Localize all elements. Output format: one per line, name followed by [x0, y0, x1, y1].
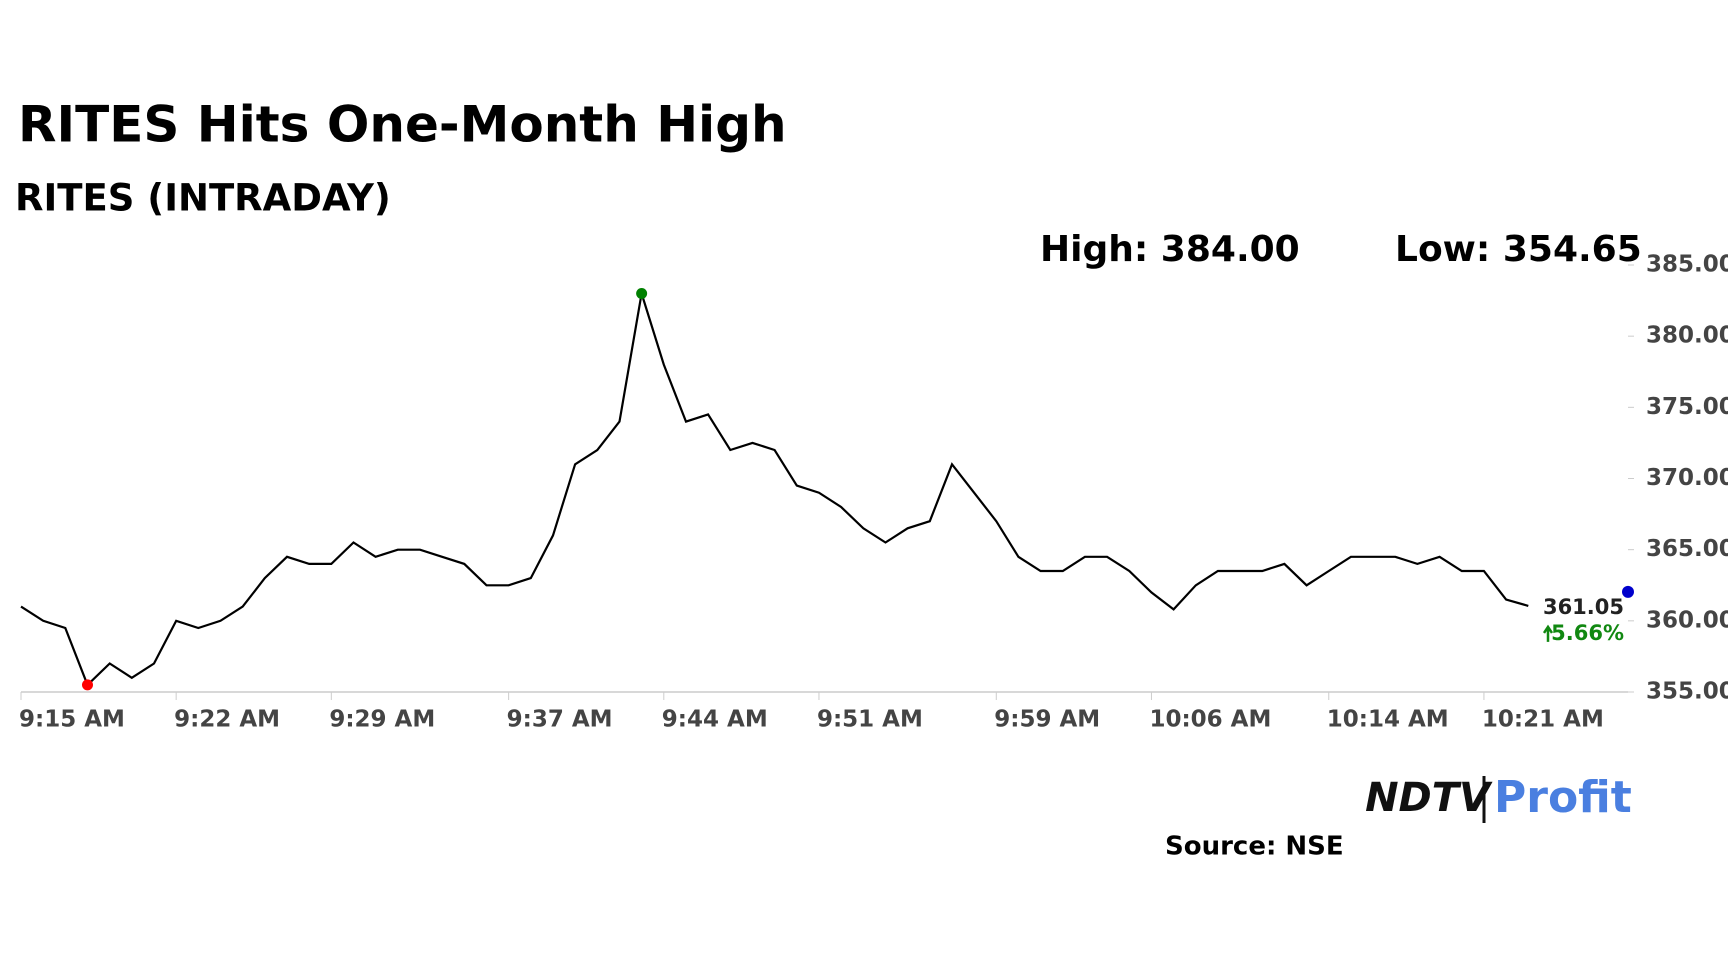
change-label: 5.66% — [1551, 621, 1624, 645]
y-tick-label: 375.00 — [1646, 394, 1728, 420]
chart-title: RITES Hits One-Month High — [18, 96, 787, 154]
high-label: High: 384.00 — [1040, 229, 1300, 270]
y-tick-label: 355.00 — [1646, 679, 1728, 705]
x-tick-label: 10:06 AM — [1149, 707, 1271, 733]
x-tick-label: 9:29 AM — [329, 707, 435, 733]
change-arrow — [1542, 624, 1554, 642]
x-tick-label: 9:51 AM — [817, 707, 923, 733]
x-tick-label: 10:14 AM — [1327, 707, 1449, 733]
chart-subtitle: RITES (INTRADAY) — [15, 177, 391, 220]
x-tick-label: 10:21 AM — [1482, 707, 1604, 733]
x-tick-label: 9:59 AM — [994, 707, 1100, 733]
logo-ndtv: NDTV — [1365, 775, 1493, 821]
last-marker — [1622, 585, 1634, 598]
y-tick-label: 360.00 — [1646, 607, 1728, 633]
logo-profit: Profit — [1494, 772, 1632, 823]
x-tick-label: 9:15 AM — [19, 707, 125, 733]
x-tick-label: 9:37 AM — [507, 707, 613, 733]
high-marker — [636, 287, 648, 299]
low-marker — [81, 679, 93, 691]
y-tick-label: 385.00 — [1646, 252, 1728, 278]
x-tick-label: 9:44 AM — [662, 707, 768, 733]
y-tick-label: 380.00 — [1646, 323, 1728, 349]
y-tick-label: 370.00 — [1646, 465, 1728, 491]
low-label: Low: 354.65 — [1395, 229, 1642, 270]
x-tick-label: 9:22 AM — [174, 707, 280, 733]
y-tick-label: 365.00 — [1646, 536, 1728, 562]
source: Source: NSE — [1165, 832, 1344, 862]
price-line — [20, 293, 1529, 687]
last-value-label: 361.05 — [1543, 595, 1624, 619]
